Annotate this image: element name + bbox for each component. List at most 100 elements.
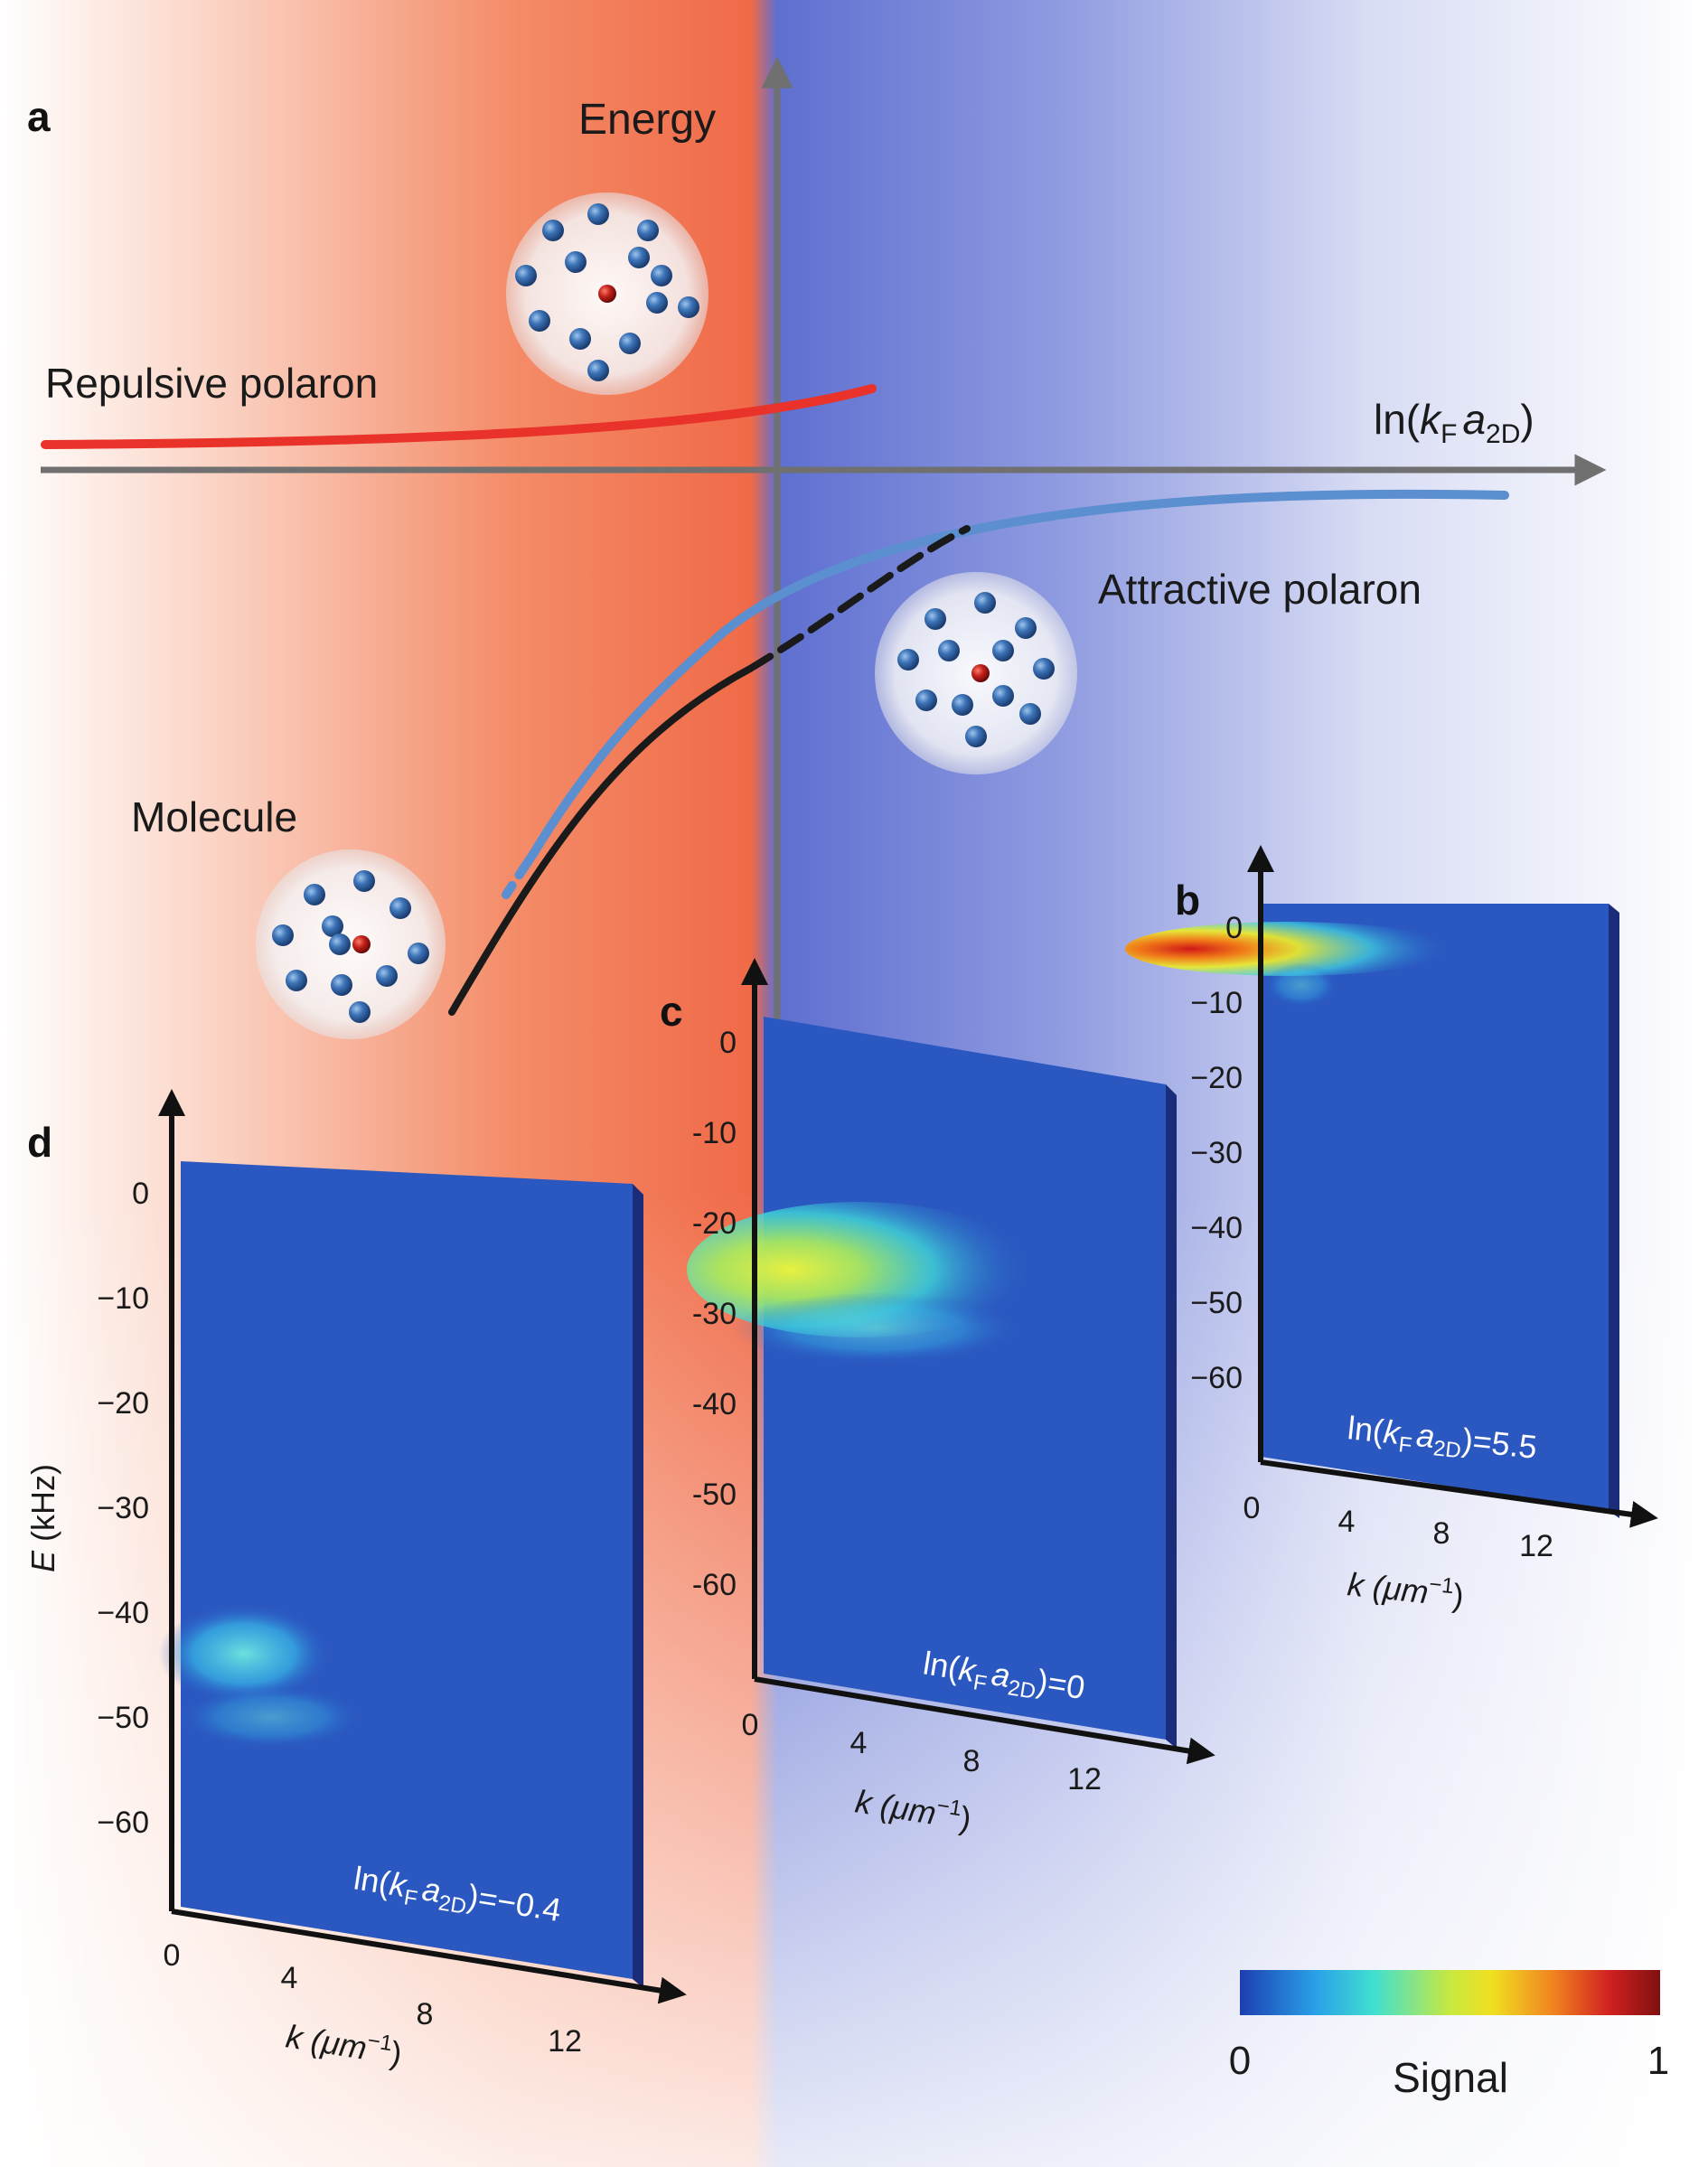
x-tick: 4	[850, 1726, 868, 1760]
y-tick: −50	[1190, 1286, 1243, 1320]
fermion-ball	[349, 1001, 371, 1023]
y-tick: −10	[97, 1281, 149, 1316]
panel-a: a Energy ln(kF a2D) Repulsive polaron Att…	[27, 56, 1607, 1121]
fermion-ball	[331, 974, 352, 996]
attractive-polaron-curve	[529, 489, 1509, 858]
repulsive-polaron-label: Repulsive polaron	[45, 360, 378, 407]
inset-c-y-ticks: 0 -10 -20 -30 -40 -50 -60	[692, 1026, 737, 1602]
colorbar-max-label: 1	[1647, 2039, 1669, 2083]
inset-b: b 0 −10 −20 −30 −40 −50 −60 0 4 8 12	[1125, 845, 1658, 1614]
fermion-ball	[529, 310, 550, 332]
fermion-ball	[587, 203, 609, 225]
fermion-ball	[587, 360, 609, 381]
y-tick: −50	[97, 1701, 149, 1735]
y-tick: −20	[1190, 1061, 1243, 1095]
inset-b-x-label: k (μm−1)	[1346, 1563, 1466, 1614]
colorbar-gradient	[1240, 1970, 1660, 2015]
fermion-ball	[376, 965, 398, 987]
fermion-ball	[1033, 658, 1055, 680]
inset-b-y-ticks: 0 −10 −20 −30 −40 −50 −60	[1190, 911, 1243, 1395]
inset-d-x-ticks: 0 4 8 12	[164, 1938, 582, 2059]
inset-d-heatmap	[181, 1161, 633, 1979]
fermion-ball	[952, 694, 973, 716]
colorbar: 0 1 Signal	[1229, 1970, 1669, 2101]
y-tick: −20	[97, 1386, 149, 1421]
molecule-dashed-extension	[746, 525, 971, 672]
fermion-ball	[569, 328, 591, 350]
repulsive-polaron-curve	[41, 384, 877, 449]
x-tick: 4	[281, 1961, 298, 1995]
impurity-ball	[598, 285, 616, 303]
attractive-polaron-label: Attractive polaron	[1098, 566, 1422, 613]
y-tick: -20	[692, 1206, 737, 1241]
y-tick: −10	[1190, 986, 1243, 1020]
inset-d-y-label: E (kHz)	[24, 1464, 61, 1572]
fermion-ball	[565, 251, 587, 273]
y-tick: -60	[692, 1568, 737, 1602]
fermion-ball	[897, 649, 919, 671]
y-tick: -10	[692, 1116, 737, 1150]
fermion-ball	[628, 247, 650, 268]
fermion-ball	[542, 220, 564, 241]
inset-b-x-axis	[1260, 1459, 1658, 1528]
y-tick: 0	[719, 1026, 737, 1060]
fermion-ball	[992, 685, 1014, 707]
fermion-ball	[637, 220, 659, 241]
x-tick: 0	[1243, 1491, 1261, 1525]
colorbar-min-label: 0	[1229, 2039, 1251, 2083]
panel-letter-d: d	[27, 1119, 52, 1166]
fermion-ball	[272, 924, 294, 946]
y-tick: −60	[97, 1806, 149, 1840]
fermion-ball	[1019, 703, 1041, 725]
inset-b-side	[1609, 904, 1619, 1518]
inset-b-signal-tail	[1265, 962, 1337, 1008]
inset-c-x-axis	[754, 1676, 1215, 1765]
x-tick: 8	[1433, 1516, 1450, 1551]
inset-c-heatmap	[764, 1017, 1166, 1740]
fermion-ball	[619, 333, 641, 354]
x-tick: 12	[1519, 1529, 1553, 1563]
impurity-ball	[971, 664, 990, 682]
inset-c-x-ticks: 0 4 8 12	[742, 1708, 1102, 1796]
y-tick: -30	[692, 1297, 737, 1331]
fermion-ball	[965, 726, 987, 747]
molecule-label: Molecule	[131, 793, 297, 840]
panel-letter-b: b	[1175, 877, 1200, 924]
fermion-ball	[286, 970, 307, 991]
attractive-polaron-dashed	[502, 849, 538, 899]
fermion-ball	[322, 915, 343, 937]
y-tick: −60	[1190, 1361, 1243, 1395]
fermion-ball	[938, 640, 960, 661]
y-tick: −30	[97, 1491, 149, 1525]
fermion-ball	[974, 592, 996, 614]
fermion-ball	[408, 943, 429, 964]
x-tick: 8	[963, 1744, 981, 1778]
inset-d: d 0 −10 −20 −30 −40 −50 −60 E (kHz) 0 4 …	[24, 1089, 687, 2072]
inset-b-signal-peak	[1125, 922, 1450, 976]
inset-d-x-label: k (μm−1)	[284, 2015, 405, 2072]
inset-d-side	[633, 1184, 643, 1988]
fermion-ball	[515, 265, 537, 286]
x-tick: 12	[548, 2024, 582, 2059]
fermion-ball	[992, 640, 1014, 661]
x-tick: 4	[1338, 1505, 1356, 1539]
x-tick: 12	[1067, 1762, 1102, 1796]
fermion-ball	[1015, 617, 1037, 639]
x-axis-label: ln(kF a2D)	[1374, 396, 1534, 449]
y-tick: 0	[132, 1177, 149, 1211]
y-tick: −40	[97, 1596, 149, 1630]
impurity-ball	[352, 935, 371, 953]
inset-b-heatmap	[1261, 904, 1609, 1511]
inset-b-x-ticks: 0 4 8 12	[1243, 1491, 1553, 1563]
inset-c-signal-tail	[732, 1292, 1021, 1365]
inset-d-y-ticks: 0 −10 −20 −30 −40 −50 −60	[97, 1177, 149, 1840]
fermion-ball	[304, 884, 325, 905]
inset-b-ln-label: ln(kFa2D)=5.5	[1346, 1409, 1539, 1471]
x-tick: 0	[742, 1708, 759, 1742]
fermion-ball	[651, 265, 672, 286]
bound-fermion-ball	[329, 933, 351, 955]
colorbar-title: Signal	[1393, 2054, 1508, 2101]
energy-axis-label: Energy	[578, 96, 716, 144]
